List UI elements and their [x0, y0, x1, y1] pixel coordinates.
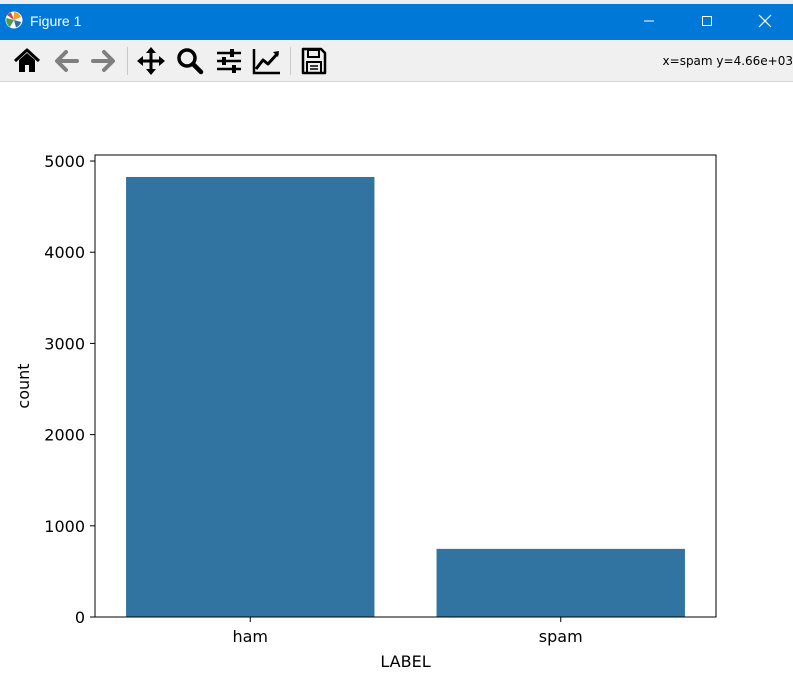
matplotlib-app-icon — [5, 11, 23, 29]
y-tick-label: 2000 — [44, 426, 85, 445]
x-tick-label: spam — [539, 627, 583, 646]
bar-chart[interactable]: ham spam 0 1000 2000 3000 4000 5000 LABEL count — [0, 82, 793, 681]
window-titlebar[interactable]: Figure 1 — [0, 0, 793, 40]
toolbar-separator — [290, 47, 291, 75]
y-tick-label: 0 — [75, 608, 85, 627]
close-button[interactable] — [742, 4, 788, 38]
axes-frame — [94, 154, 717, 618]
x-tick-label: ham — [232, 627, 268, 646]
y-axis-label: count — [14, 363, 33, 408]
save-icon — [301, 47, 327, 75]
navigation-toolbar: x=spam y=4.66e+03 — [0, 40, 793, 82]
configure-subplots-icon — [217, 49, 241, 73]
window-title: Figure 1 — [30, 13, 82, 29]
edit-axis-button[interactable] — [251, 45, 283, 77]
maximize-icon — [702, 16, 712, 26]
pan-icon — [137, 47, 165, 75]
bar-ham[interactable] — [126, 176, 375, 618]
x-axis-label: LABEL — [380, 652, 430, 671]
back-arrow-icon — [55, 50, 79, 72]
toolbar-separator — [127, 47, 128, 75]
close-icon — [758, 14, 772, 28]
minimize-icon — [644, 20, 654, 22]
y-tick-label: 1000 — [44, 517, 85, 536]
pan-button[interactable] — [135, 45, 167, 77]
forward-arrow-icon — [91, 50, 115, 72]
background-window-strip — [0, 0, 793, 4]
forward-button[interactable] — [88, 45, 120, 77]
edit-axis-icon — [252, 49, 280, 75]
y-tick-label: 3000 — [44, 334, 85, 353]
save-button[interactable] — [298, 45, 330, 77]
configure-subplots-button[interactable] — [213, 45, 245, 77]
zoom-icon — [177, 48, 204, 75]
cursor-coordinates: x=spam y=4.66e+03 — [662, 54, 793, 68]
minimize-button[interactable] — [626, 4, 672, 38]
bar-spam[interactable] — [436, 548, 685, 617]
back-button[interactable] — [50, 45, 82, 77]
y-tick-label: 5000 — [44, 152, 85, 171]
home-icon — [13, 48, 41, 72]
y-tick-label: 4000 — [44, 243, 85, 262]
home-button[interactable] — [11, 45, 43, 77]
zoom-button[interactable] — [174, 45, 206, 77]
maximize-button[interactable] — [684, 4, 730, 38]
